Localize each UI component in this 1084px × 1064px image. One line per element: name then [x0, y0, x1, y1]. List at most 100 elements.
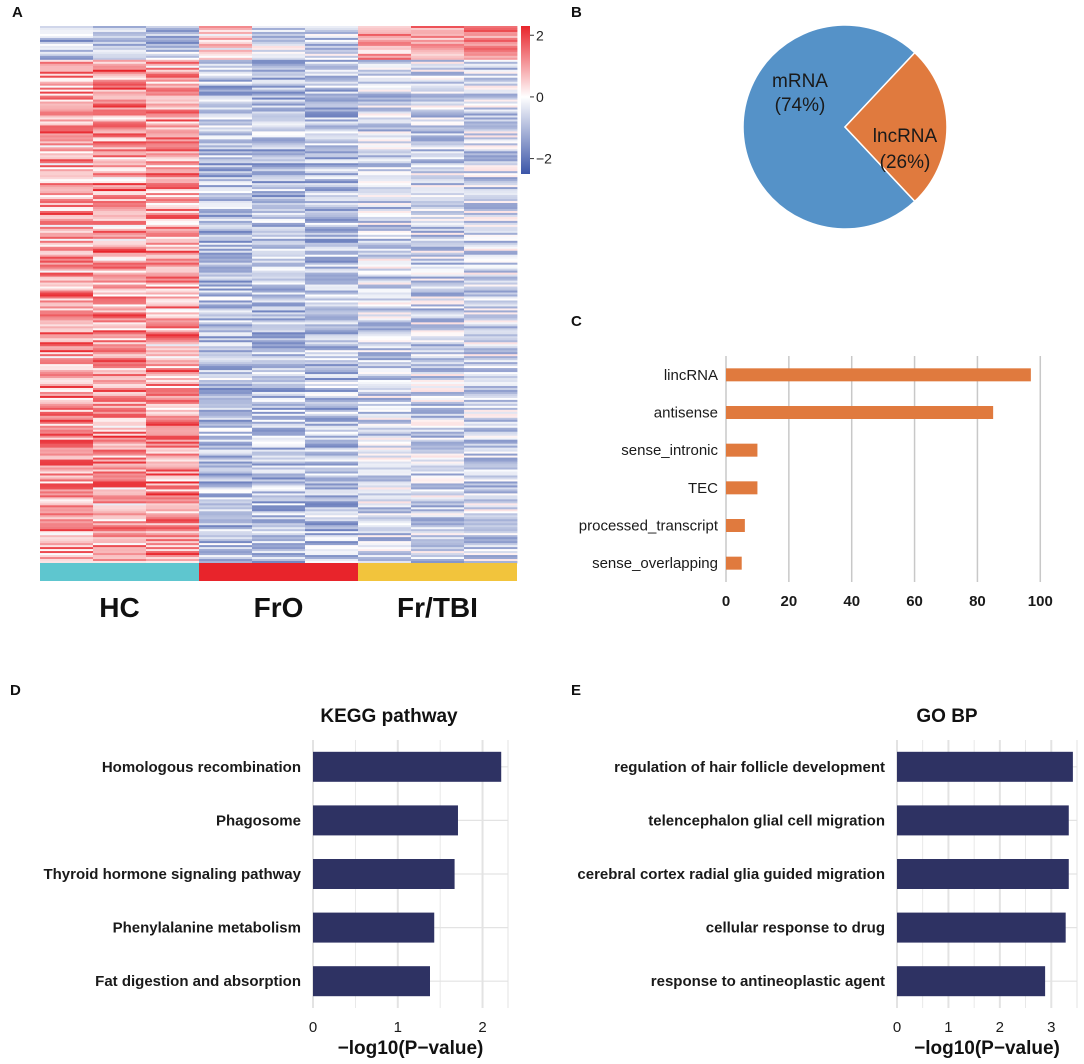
heatmap-cell	[305, 385, 359, 389]
heatmap-cell	[199, 545, 253, 548]
heatmap-cell	[411, 165, 465, 168]
heatmap-cell	[305, 256, 359, 260]
heatmap-cell	[252, 47, 306, 51]
heatmap-cell	[93, 411, 147, 415]
heatmap-cell	[40, 224, 94, 228]
heatmap-cell	[464, 49, 518, 53]
heatmap-cell	[464, 61, 518, 65]
heatmap-cell	[305, 59, 359, 63]
heatmap-cell	[93, 495, 147, 498]
heatmap-cell	[199, 99, 253, 102]
heatmap-cell	[358, 310, 412, 313]
heatmap-cell	[199, 340, 253, 343]
heatmap-cell	[40, 262, 94, 266]
heatmap-cell	[252, 356, 306, 359]
heatmap-cell	[146, 322, 200, 325]
heatmap-cell	[411, 173, 465, 176]
heatmap-cell	[93, 368, 147, 371]
heatmap-cell	[199, 533, 253, 536]
heatmap-cell	[199, 541, 253, 544]
heatmap-cell	[358, 435, 412, 439]
heatmap-cell	[464, 535, 518, 538]
heatmap-cell	[305, 83, 359, 87]
heatmap-cell	[305, 75, 359, 79]
heatmap-cell	[40, 93, 94, 97]
group-label: FrO	[254, 592, 304, 623]
heatmap-cell	[93, 141, 147, 144]
heatmap-cell	[305, 159, 359, 162]
heatmap-cell	[93, 230, 147, 234]
heatmap-cell	[252, 455, 306, 458]
heatmap-cell	[358, 543, 412, 546]
heatmap-cell	[40, 43, 94, 47]
heatmap-cell	[305, 183, 359, 186]
heatmap-cell	[93, 270, 147, 274]
heatmap-cell	[40, 342, 94, 345]
heatmap-cell	[464, 503, 518, 506]
heatmap-cell	[199, 447, 253, 451]
heatmap-cell	[252, 214, 306, 218]
heatmap-cell	[358, 356, 412, 359]
heatmap-cell	[199, 352, 253, 355]
heatmap-cell	[93, 75, 147, 79]
heatmap-cell	[464, 316, 518, 319]
heatmap-cell	[252, 270, 306, 274]
heatmap-cell	[305, 51, 359, 55]
heatmap-cell	[411, 91, 465, 95]
heatmap-cell	[199, 193, 253, 196]
heatmap-cell	[411, 378, 465, 381]
heatmap-cell	[93, 222, 147, 226]
heatmap-cell	[40, 51, 94, 55]
heatmap-cell	[146, 282, 200, 285]
heatmap-cell	[411, 77, 465, 81]
heatmap-cell	[93, 153, 147, 156]
heatmap-cell	[305, 69, 359, 73]
heatmap-cell	[358, 427, 412, 431]
heatmap-cell	[252, 161, 306, 164]
heatmap-cell	[464, 55, 518, 59]
heatmap-cell	[252, 421, 306, 425]
heatmap-cell	[40, 457, 94, 460]
heatmap-cell	[411, 389, 465, 393]
heatmap-cell	[464, 531, 518, 534]
heatmap-cell	[464, 517, 518, 520]
heatmap-cell	[93, 33, 147, 37]
heatmap-cell	[93, 205, 147, 208]
heatmap-cell	[146, 409, 200, 413]
heatmap-cell	[93, 549, 147, 552]
heatmap-cell	[464, 284, 518, 287]
heatmap-cell	[252, 61, 306, 65]
heatmap-cell	[252, 139, 306, 142]
heatmap-cell	[358, 244, 412, 248]
heatmap-cell	[199, 226, 253, 230]
heatmap-cell	[93, 535, 147, 538]
heatmap-cell	[411, 83, 465, 87]
heatmap-cell	[411, 435, 465, 439]
heatmap-cell	[40, 169, 94, 172]
heatmap-cell	[464, 529, 518, 532]
heatmap-cell	[411, 238, 465, 242]
heatmap-cell	[93, 234, 147, 238]
heatmap-cell	[252, 53, 306, 57]
heatmap-cell	[464, 557, 518, 560]
heatmap-cell	[411, 481, 465, 484]
heatmap-cell	[199, 240, 253, 244]
heatmap-cell	[411, 203, 465, 206]
heatmap-cell	[93, 449, 147, 453]
x-tick-label: 1	[394, 1019, 402, 1036]
heatmap-cell	[464, 37, 518, 41]
heatmap-cell	[464, 415, 518, 419]
heatmap-cell	[146, 344, 200, 347]
heatmap-cell	[199, 332, 253, 335]
heatmap-cell	[40, 89, 94, 93]
heatmap-cell	[93, 302, 147, 305]
legend-tick-label: −2	[536, 151, 552, 167]
category-label: TEC	[688, 480, 718, 497]
heatmap-cell	[146, 81, 200, 85]
heatmap-cell	[146, 463, 200, 466]
heatmap-cell	[146, 238, 200, 242]
heatmap-cell	[199, 302, 253, 305]
heatmap-cell	[199, 525, 253, 528]
heatmap-cell	[40, 401, 94, 405]
heatmap-cell	[464, 425, 518, 429]
